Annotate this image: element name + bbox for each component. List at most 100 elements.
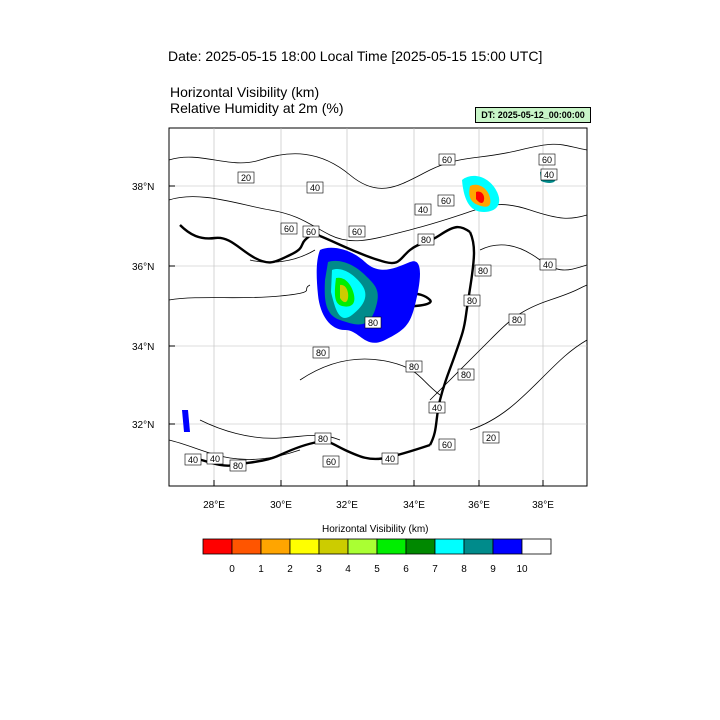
contour-label: 40 (306, 181, 324, 194)
svg-text:60: 60 (542, 155, 552, 165)
colorbar-title: Horizontal Visibility (km) (322, 524, 429, 535)
longitude-labels: 28°E 30°E 32°E 34°E 36°E 38°E (203, 480, 554, 511)
colorbar-swatch (463, 538, 494, 555)
svg-text:60: 60 (284, 224, 294, 234)
longitude-label: 30°E (270, 500, 292, 511)
latitude-label: 38°N (132, 182, 154, 193)
svg-text:40: 40 (543, 260, 553, 270)
contour-label: 80 (364, 316, 382, 329)
contour-label: 80 (314, 432, 332, 445)
colorbar-swatch (260, 538, 291, 555)
map-date-title: Date: 2025-05-15 18:00 Local Time [2025-… (168, 48, 543, 64)
svg-text:60: 60 (442, 155, 452, 165)
svg-text:60: 60 (442, 440, 452, 450)
svg-text:80: 80 (368, 318, 378, 328)
contour-label: 40 (428, 401, 446, 414)
contour-label: 40 (206, 452, 224, 465)
contour-label: 80 (508, 313, 526, 326)
longitude-label: 36°E (468, 500, 490, 511)
contour-label: 40 (540, 168, 558, 181)
colorbar-swatch (318, 538, 349, 555)
svg-text:80: 80 (467, 296, 477, 306)
contour-label-group: 20 60 60 60 40 60 80 60 40 80 80 40 80 80 80 80 40 20 60 40… (184, 153, 558, 472)
svg-text:80: 80 (316, 348, 326, 358)
colorbar-swatch (347, 538, 378, 555)
colorbar-swatch (405, 538, 436, 555)
colorbar-tick-label: 1 (258, 564, 264, 575)
longitude-label: 28°E (203, 500, 225, 511)
colorbar-swatch (434, 538, 465, 555)
contour-label: 80 (312, 346, 330, 359)
colorbar (202, 538, 552, 555)
contour-label: 20 (482, 431, 500, 444)
contour-label: 60 (438, 438, 456, 451)
contour-label: 40 (381, 452, 399, 465)
contour-label: 40 (414, 203, 432, 216)
svg-text:20: 20 (486, 433, 496, 443)
variable-title-visibility: Horizontal Visibility (km) (170, 84, 320, 100)
contour-label: 60 (280, 222, 298, 235)
svg-text:80: 80 (318, 434, 328, 444)
colorbar-swatch (376, 538, 407, 555)
svg-text:40: 40 (310, 183, 320, 193)
latitude-labels: 38°N 36°N 34°N 32°N (132, 182, 175, 431)
svg-text:60: 60 (326, 457, 336, 467)
svg-text:40: 40 (385, 454, 395, 464)
visibility-shading (182, 170, 556, 432)
svg-text:80: 80 (478, 266, 488, 276)
colorbar-tick-label: 5 (374, 564, 380, 575)
svg-text:80: 80 (233, 461, 243, 471)
colorbar-swatch (231, 538, 262, 555)
svg-text:60: 60 (306, 227, 316, 237)
colorbar-tick-label: 0 (229, 564, 235, 575)
variable-title-humidity: Relative Humidity at 2m (%) (170, 100, 344, 116)
contour-label: 80 (229, 459, 247, 472)
latitude-label: 32°N (132, 420, 154, 431)
svg-text:80: 80 (421, 235, 431, 245)
contour-label: 60 (437, 194, 455, 207)
svg-text:20: 20 (241, 173, 251, 183)
contour-label: 40 (184, 453, 202, 466)
svg-text:80: 80 (512, 315, 522, 325)
latitude-label: 34°N (132, 342, 154, 353)
longitude-label: 32°E (336, 500, 358, 511)
colorbar-tick-label: 8 (461, 564, 467, 575)
svg-text:80: 80 (461, 370, 471, 380)
svg-text:40: 40 (544, 170, 554, 180)
colorbar-swatch (492, 538, 523, 555)
contour-label: 60 (438, 153, 456, 166)
contour-label: 20 (237, 171, 255, 184)
svg-text:80: 80 (409, 362, 419, 372)
contour-label: 80 (405, 360, 423, 373)
contour-label: 80 (457, 368, 475, 381)
colorbar-tick-label: 6 (403, 564, 409, 575)
svg-text:60: 60 (441, 196, 451, 206)
contour-label: 80 (474, 264, 492, 277)
contour-label: 60 (322, 455, 340, 468)
svg-text:40: 40 (432, 403, 442, 413)
colorbar-tick-label: 10 (516, 564, 528, 575)
colorbar-tick-label: 9 (490, 564, 496, 575)
svg-text:40: 40 (418, 205, 428, 215)
humidity-contours (168, 143, 588, 460)
colorbar-swatch (521, 538, 552, 555)
svg-text:60: 60 (352, 227, 362, 237)
init-time-badge: DT: 2025-05-12_00:00:00 (475, 107, 591, 123)
colorbar-tick-label: 4 (345, 564, 351, 575)
contour-label: 60 (538, 153, 556, 166)
colorbar-swatch (289, 538, 320, 555)
contour-label: 60 (302, 225, 320, 238)
colorbar-swatch (202, 538, 233, 555)
colorbar-tick-label: 2 (287, 564, 293, 575)
colorbar-tick-label: 7 (432, 564, 438, 575)
colorbar-tick-label: 3 (316, 564, 322, 575)
contour-label: 80 (417, 233, 435, 246)
contour-label: 80 (463, 294, 481, 307)
contour-label: 60 (348, 225, 366, 238)
contour-label: 40 (539, 258, 557, 271)
svg-text:40: 40 (188, 455, 198, 465)
longitude-label: 38°E (532, 500, 554, 511)
longitude-label: 34°E (403, 500, 425, 511)
svg-text:40: 40 (210, 454, 220, 464)
